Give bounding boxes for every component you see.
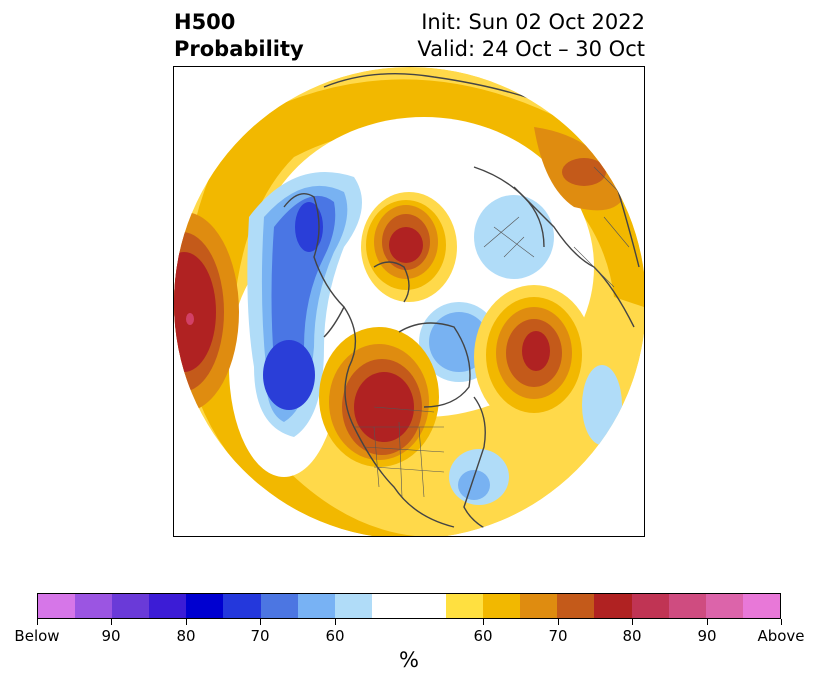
colorbar-tick (707, 619, 708, 625)
title-right: Init: Sun 02 Oct 2022 Valid: 24 Oct – 30… (417, 9, 645, 63)
title-type: Probability (174, 37, 304, 61)
colorbar-segment (334, 594, 372, 618)
title-variable: H500 (174, 10, 236, 34)
colorbar-tick-label: 80 (622, 627, 642, 645)
colorbar-segment (631, 594, 669, 618)
valid-range: Valid: 24 Oct – 30 Oct (417, 37, 645, 61)
colorbar-tick-label: 60 (325, 627, 345, 645)
colorbar-segment (186, 594, 224, 618)
colorbar-segment (112, 594, 150, 618)
east-atlantic-below-60 (582, 365, 622, 445)
colorbar-segment (705, 594, 743, 618)
colorbar-tick (483, 619, 484, 625)
init-date: Init: Sun 02 Oct 2022 (421, 10, 645, 34)
colorbar-segment (297, 594, 335, 618)
atlantic-ridge-90 (522, 331, 550, 371)
colorbar-tick-label: 70 (250, 627, 270, 645)
anomaly-west-max (186, 313, 194, 325)
colorbar-tick-label: 90 (101, 627, 121, 645)
colorbar-segment (483, 594, 521, 618)
colorbar-unit: % (399, 648, 419, 672)
colorbar-segment (260, 594, 298, 618)
anomaly-west-90 (174, 252, 216, 372)
title-left: H500 Probability (174, 9, 304, 63)
atlantic-south-below-70 (458, 470, 490, 500)
colorbar-tick-label: 70 (548, 627, 568, 645)
colorbar-tick-label: 80 (176, 627, 196, 645)
arctic-anomaly-90 (389, 227, 423, 263)
colorbar-segment (149, 594, 187, 618)
colorbar-segment (223, 594, 261, 618)
colorbar-segment (668, 594, 706, 618)
colorbar-tick-label: Below (14, 627, 60, 645)
na-ridge-90 (354, 372, 414, 442)
colorbar-segment (446, 594, 484, 618)
colorbar-tick (186, 619, 187, 625)
colorbar-tick-label: Above (757, 627, 805, 645)
map-disk (174, 67, 644, 536)
colorbar-tick (558, 619, 559, 625)
probability-map (173, 66, 645, 537)
colorbar-segment (371, 594, 409, 618)
colorbar-segment (557, 594, 595, 618)
colorbar-tick (781, 619, 782, 625)
below-trough-90-north (295, 202, 323, 252)
colorbar-tick-label: 90 (697, 627, 717, 645)
europe-below-60 (474, 195, 554, 279)
asia-anomaly-80 (562, 158, 606, 186)
colorbar-segment (742, 594, 780, 618)
colorbar-segment (75, 594, 113, 618)
colorbar-tick (37, 619, 38, 625)
colorbar-tick (632, 619, 633, 625)
colorbar-segment (408, 594, 447, 618)
colorbar-tick (260, 619, 261, 625)
colorbar-segment (38, 594, 76, 618)
colorbar-segment (520, 594, 558, 618)
map-canvas (174, 67, 644, 536)
colorbar-tick (335, 619, 336, 625)
colorbar-tick (111, 619, 112, 625)
colorbar-segment (594, 594, 632, 618)
colorbar-tick-label: 60 (473, 627, 493, 645)
colorbar (37, 593, 781, 619)
borders (354, 166, 635, 498)
below-trough-90-south (263, 340, 315, 410)
